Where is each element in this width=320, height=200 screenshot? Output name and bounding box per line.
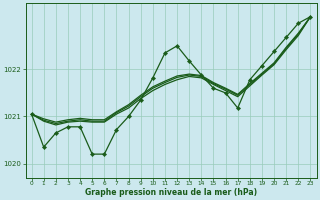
X-axis label: Graphe pression niveau de la mer (hPa): Graphe pression niveau de la mer (hPa) bbox=[85, 188, 257, 197]
